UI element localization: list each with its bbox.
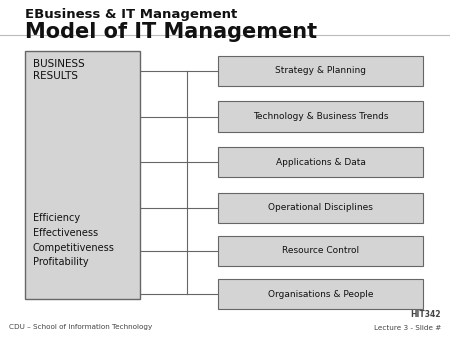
Text: EBusiness & IT Management: EBusiness & IT Management bbox=[25, 8, 237, 21]
Text: CDU – School of Information Technology: CDU – School of Information Technology bbox=[9, 323, 152, 330]
Bar bbox=[218, 101, 423, 132]
Text: Model of IT Management: Model of IT Management bbox=[25, 22, 317, 42]
Text: Resource Control: Resource Control bbox=[282, 246, 359, 255]
Text: Strategy & Planning: Strategy & Planning bbox=[275, 67, 366, 75]
Bar bbox=[218, 236, 423, 266]
Bar bbox=[218, 279, 423, 309]
Text: BUSINESS
RESULTS: BUSINESS RESULTS bbox=[33, 59, 85, 81]
Text: Organisations & People: Organisations & People bbox=[268, 290, 374, 298]
Bar bbox=[25, 51, 140, 299]
Text: Operational Disciplines: Operational Disciplines bbox=[268, 203, 373, 212]
Text: Lecture 3 - Slide #: Lecture 3 - Slide # bbox=[374, 325, 441, 331]
Text: Applications & Data: Applications & Data bbox=[276, 158, 365, 167]
Text: Efficiency
Effectiveness
Competitiveness
Profitability: Efficiency Effectiveness Competitiveness… bbox=[33, 213, 115, 267]
Text: Technology & Business Trends: Technology & Business Trends bbox=[253, 112, 388, 121]
Bar bbox=[218, 193, 423, 223]
Text: HIT342: HIT342 bbox=[410, 310, 441, 319]
Bar bbox=[218, 56, 423, 86]
Bar bbox=[218, 147, 423, 177]
